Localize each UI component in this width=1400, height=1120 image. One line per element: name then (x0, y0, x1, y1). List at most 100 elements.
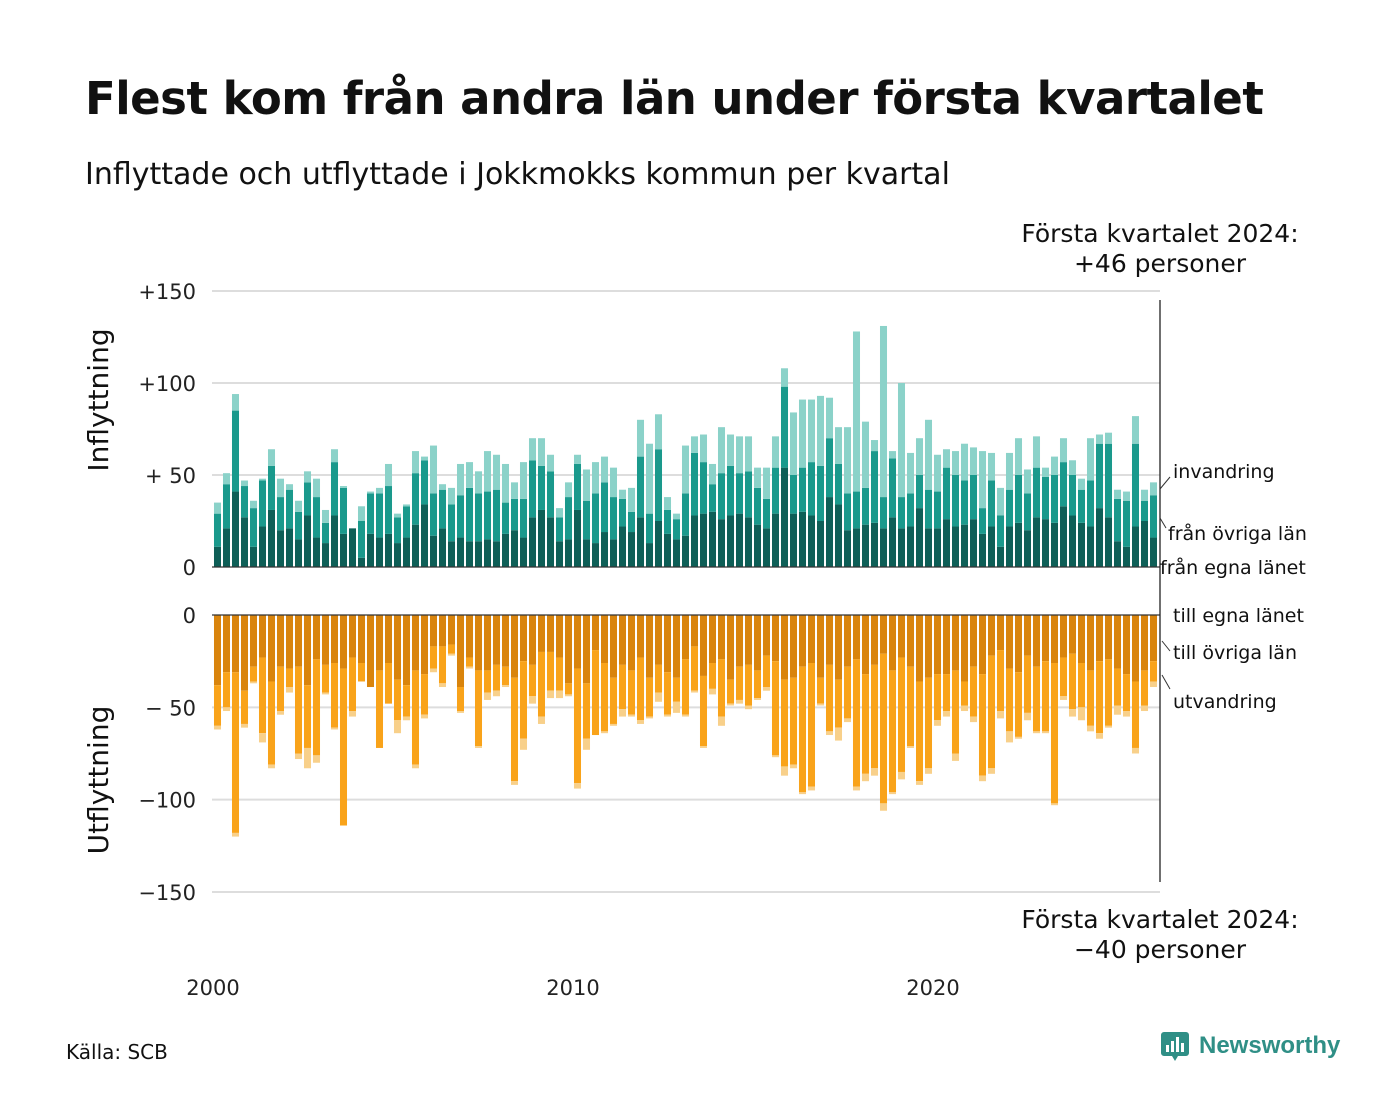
bar-out-segment (663, 615, 672, 673)
bar-out-segment (276, 615, 285, 667)
bar-out-segment (1068, 709, 1077, 717)
bar-in-segment (258, 480, 267, 527)
bar-out-segment (1122, 711, 1131, 717)
bar-in-segment (1095, 443, 1104, 509)
bar-in-segment (987, 480, 996, 527)
bar-in-segment (465, 462, 474, 488)
bar-in-segment (654, 521, 663, 567)
bar-out-segment (348, 711, 357, 717)
bar-in-segment (915, 508, 924, 567)
bar-in-segment (870, 440, 879, 452)
bar-in-segment (1140, 500, 1149, 521)
bar-out-segment (771, 661, 780, 756)
bar-out-segment (1005, 615, 1014, 669)
bar-out-segment (555, 615, 564, 658)
bar-out-segment (924, 677, 933, 769)
bar-in-segment (546, 454, 555, 472)
bar-out-segment (735, 699, 744, 704)
bar-in-segment (825, 397, 834, 439)
bar-in-segment (1131, 526, 1140, 567)
newsworthy-logo[interactable]: Newsworthy (1160, 1030, 1340, 1062)
bar-in-segment (483, 539, 492, 567)
bar-in-segment (1041, 519, 1050, 567)
bar-out-segment (1077, 615, 1086, 664)
bar-out-segment (456, 711, 465, 713)
bar-in-segment (213, 513, 222, 547)
bar-in-segment (978, 508, 987, 534)
bar-out-segment (582, 615, 591, 684)
bar-in-segment (726, 465, 735, 516)
bar-out-segment (735, 666, 744, 700)
bar-in-segment (339, 533, 348, 567)
bar-in-segment (636, 419, 645, 457)
bar-out-segment (582, 683, 591, 739)
bar-out-segment (672, 615, 681, 678)
bar-out-segment (690, 646, 699, 691)
xtick-label: 2020 (906, 976, 959, 1000)
bar-in-segment (1077, 522, 1086, 567)
bar-in-segment (816, 465, 825, 521)
bar-out-segment (213, 615, 222, 686)
bar-out-segment (501, 666, 510, 686)
bar-in-segment (762, 498, 771, 529)
bar-out-segment (1032, 731, 1041, 734)
bar-out-segment (537, 615, 546, 652)
bar-in-segment (267, 449, 276, 466)
bar-in-segment (951, 526, 960, 567)
bar-in-segment (555, 517, 564, 542)
bar-out-segment (1005, 668, 1014, 732)
bar-out-segment (474, 746, 483, 748)
bar-in-segment (312, 478, 321, 498)
bar-in-segment (231, 491, 240, 567)
bar-out-segment (843, 718, 852, 723)
bar-out-segment (636, 615, 645, 658)
series-label-out: utvandring (1173, 691, 1277, 713)
bar-in-segment (861, 524, 870, 567)
bar-out-segment (510, 781, 519, 785)
bar-in-segment (348, 528, 357, 567)
bar-out-segment (321, 664, 330, 693)
bar-out-segment (816, 677, 825, 704)
bar-in-segment (1014, 438, 1023, 475)
bar-out-segment (501, 685, 510, 688)
bar-out-segment (816, 703, 825, 706)
bar-out-segment (474, 670, 483, 747)
bar-in-segment (843, 493, 852, 531)
bar-in-segment (294, 511, 303, 540)
ylabel-top: Inflyttning (82, 328, 115, 471)
bar-in-segment (870, 522, 879, 567)
bar-out-segment (1113, 668, 1122, 706)
bar-in-segment (825, 438, 834, 498)
bar-in-segment (699, 462, 708, 514)
bar-in-segment (591, 543, 600, 567)
bar-in-segment (1068, 475, 1077, 516)
bar-out-segment (600, 615, 609, 664)
bar-in-segment (474, 541, 483, 567)
bar-in-segment (1050, 475, 1059, 523)
bar-in-segment (267, 509, 276, 567)
bar-in-segment (483, 451, 492, 492)
bar-out-segment (726, 703, 735, 706)
bar-out-segment (528, 664, 537, 697)
bar-out-segment (771, 755, 780, 758)
bar-out-segment (861, 773, 870, 782)
bar-out-segment (1032, 666, 1041, 732)
bar-out-segment (897, 771, 906, 780)
bar-out-segment (843, 666, 852, 719)
bar-in-segment (267, 465, 276, 510)
bar-out-segment (618, 709, 627, 717)
bar-out-segment (267, 764, 276, 769)
chart-subtitle: Inflyttade och utflyttade i Jokkmokks ko… (85, 157, 950, 192)
leader-line (1161, 674, 1171, 690)
bar-in-segment (636, 517, 645, 567)
grid-layer (212, 290, 1160, 893)
bar-out-segment (1122, 615, 1131, 675)
bar-in-segment (888, 458, 897, 518)
bar-in-segment (1086, 526, 1095, 567)
bar-in-segment (366, 493, 375, 534)
bar-out-segment (744, 705, 753, 710)
bar-in-segment (492, 541, 501, 567)
bar-in-segment (519, 537, 528, 567)
bar-in-segment (1023, 493, 1032, 531)
bar-in-segment (375, 487, 384, 494)
